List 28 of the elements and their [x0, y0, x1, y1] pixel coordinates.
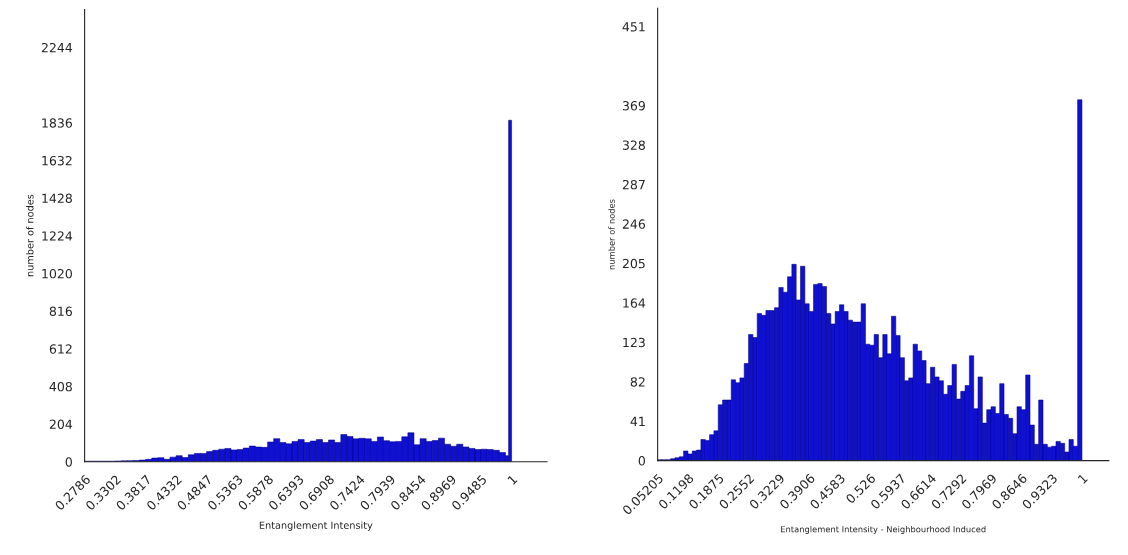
y-tick-label: 1224	[42, 231, 73, 241]
y-tick-label: 2244	[41, 42, 73, 53]
y-tick-label: 82	[630, 377, 645, 387]
y-tick-label: 123	[623, 337, 645, 348]
y-tick-label: 1428	[42, 193, 72, 204]
y-tick-label: 1020	[42, 268, 72, 279]
y-tick-label: 369	[622, 101, 645, 111]
y-tick-label: 816	[49, 306, 73, 317]
x-axis-title: Entanglement Intensity	[259, 521, 373, 531]
x-tick-label: 1	[1077, 473, 1088, 484]
y-tick-label: 408	[49, 381, 72, 392]
y-axis-title: number of nodes	[26, 194, 34, 277]
y-tick-label: 164	[623, 298, 646, 308]
y-axis-title: number of nodes	[608, 199, 615, 270]
y-tick-label: 205	[622, 258, 645, 269]
y-tick-label: 1836	[42, 118, 73, 128]
y-tick-label: 451	[622, 22, 645, 32]
y-tick-label: 287	[622, 179, 645, 190]
y-tick-label: 1632	[42, 155, 72, 166]
y-tick-label: 41	[630, 416, 645, 426]
y-tick-label: 246	[622, 219, 646, 229]
y-tick-label: 0	[65, 457, 72, 467]
y-tick-label: 0	[638, 456, 645, 466]
y-tick-label: 204	[49, 419, 73, 430]
x-tick-label: 1	[507, 474, 518, 485]
y-tick-label: 612	[49, 344, 72, 354]
x-axis-title: Entanglement Intensity - Neighbourhood Induced	[781, 525, 986, 534]
y-tick-label: 328	[622, 140, 645, 150]
